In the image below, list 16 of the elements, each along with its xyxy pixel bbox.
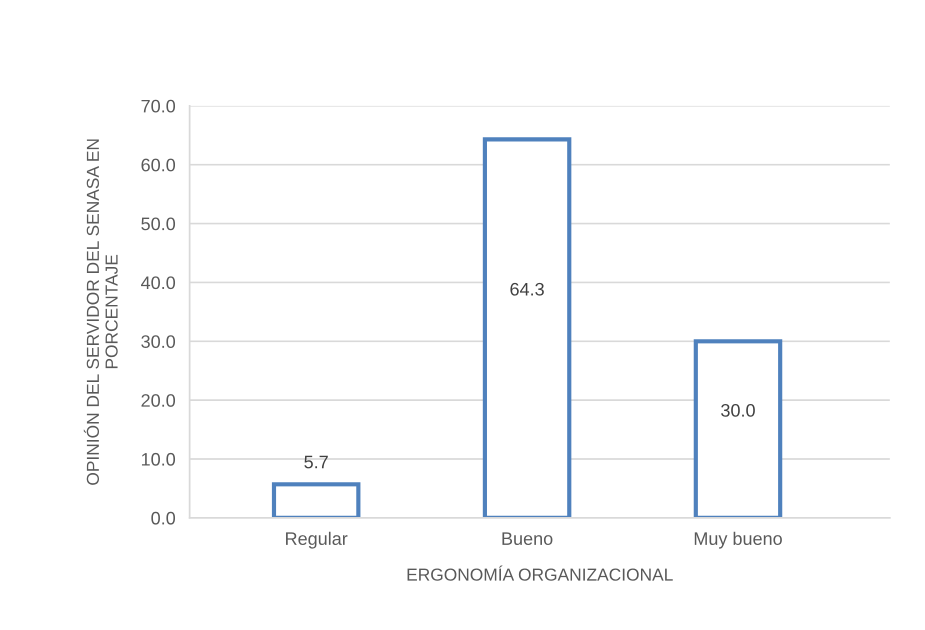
y-tick-label: 30.0	[141, 335, 176, 348]
x-tick-label: Bueno	[502, 532, 552, 546]
data-label: 64.3	[510, 282, 544, 296]
x-axis-title: ERGONOMÍA ORGANIZACIONAL	[408, 566, 673, 581]
x-tick-label: Regular	[286, 532, 348, 549]
y-tick-label: 60.0	[142, 158, 176, 172]
y-tick-label: 20.0	[142, 394, 176, 407]
y-tick-label: 40.0	[141, 276, 176, 290]
y-tick-label: 50.0	[141, 217, 176, 230]
data-label: 30.0	[721, 404, 755, 417]
x-tick-label: Muy bueno	[694, 532, 782, 549]
y-tick-label: 10.0	[142, 452, 176, 466]
y-tick-label: 70.0	[142, 100, 176, 113]
data-label: 5.7	[304, 456, 328, 468]
y-axis-title: OPINIÓN DEL SERVIDOR DEL SENASA EN PORCENTAJE	[84, 139, 118, 485]
y-tick-label: 0.0	[151, 512, 176, 525]
